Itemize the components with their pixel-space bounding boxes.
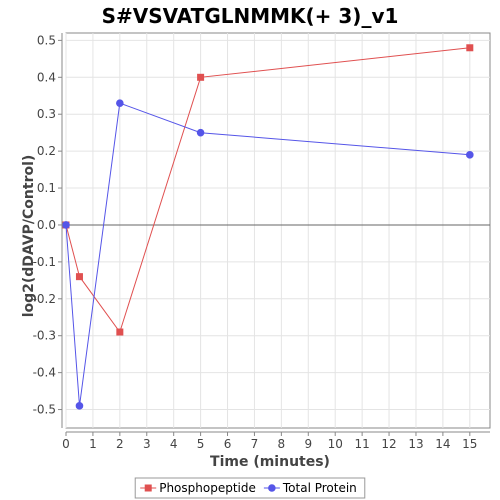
x-axis: 0 1 2 3 4 5 6 7 8 9 10 11 12 13 14 15 <box>62 431 490 451</box>
legend-marker-0 <box>144 484 152 492</box>
y-axis: -0.5 -0.4 -0.3 -0.2 -0.1 0.0 0.1 0.2 0.3 0.4 0.5 <box>33 33 63 428</box>
legend: Phosphopeptide Total Protein <box>134 477 366 499</box>
legend-label-0: Phosphopeptide <box>159 481 256 495</box>
y-tick-label: -0.3 <box>33 329 56 343</box>
x-tick-label: 10 <box>328 437 343 451</box>
y-tick-label: -0.1 <box>33 255 56 269</box>
chart-title: S#VSVATGLNMMK(+ 3)_v1 <box>102 4 399 28</box>
x-tick-label: 9 <box>304 437 312 451</box>
data-point <box>466 44 474 52</box>
data-point <box>116 328 124 336</box>
x-tick-label: 4 <box>170 437 178 451</box>
x-tick-label: 0 <box>62 437 70 451</box>
x-tick-label: 14 <box>435 437 450 451</box>
y-axis-label: log2(dDAVP/Control) <box>21 155 37 318</box>
data-point <box>116 99 124 107</box>
x-tick-label: 13 <box>408 437 423 451</box>
x-tick-label: 6 <box>224 437 232 451</box>
y-tick-label: -0.4 <box>33 366 56 380</box>
plot-area <box>65 32 491 429</box>
y-tick-label: -0.2 <box>33 292 56 306</box>
data-point <box>466 151 474 159</box>
data-point <box>62 221 70 229</box>
data-point <box>75 273 83 281</box>
y-tick-label: 0.5 <box>37 33 56 47</box>
y-tick-label: 0.1 <box>37 181 56 195</box>
x-tick-label: 15 <box>462 437 477 451</box>
series-layer <box>62 44 474 410</box>
x-tick-label: 1 <box>89 437 97 451</box>
x-tick-label: 3 <box>143 437 151 451</box>
legend-label-1: Total Protein <box>282 481 357 495</box>
x-tick-label: 12 <box>381 437 396 451</box>
legend-box <box>134 477 366 499</box>
legend-marker-1 <box>268 484 276 492</box>
x-tick-label: 5 <box>197 437 205 451</box>
data-point <box>197 73 205 81</box>
x-tick-label: 7 <box>251 437 259 451</box>
x-tick-label: 2 <box>116 437 124 451</box>
x-tick-label: 11 <box>354 437 369 451</box>
y-tick-label: 0.4 <box>37 70 56 84</box>
data-point <box>75 402 84 410</box>
x-axis-label: Time (minutes) <box>210 454 330 470</box>
data-point <box>196 128 205 137</box>
y-tick-label: 0.3 <box>37 107 56 121</box>
y-tick-label: -0.5 <box>33 403 56 417</box>
y-tick-label: 0.0 <box>37 218 56 232</box>
y-tick-label: 0.2 <box>37 144 56 158</box>
x-tick-label: 8 <box>278 437 286 451</box>
